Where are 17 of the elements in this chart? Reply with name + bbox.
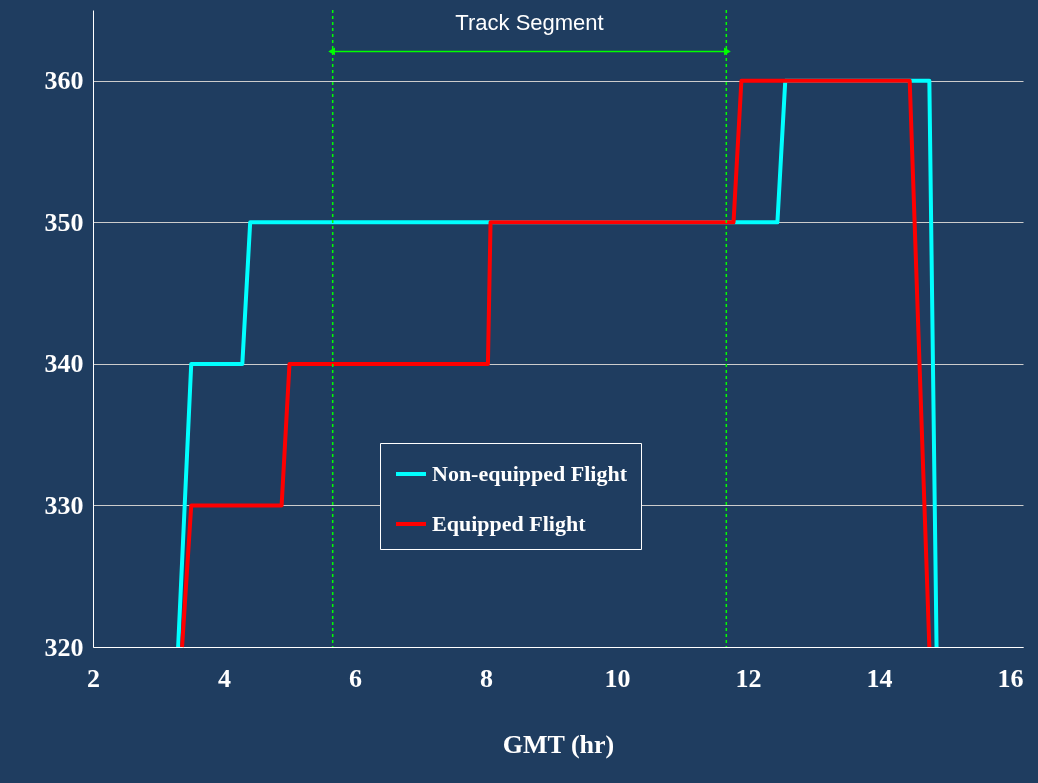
annotation: Track Segment [455, 10, 604, 36]
y-tick-label: 340 [44, 349, 84, 379]
x-tick-label: 10 [604, 663, 631, 693]
y-tick-label: 360 [44, 66, 84, 96]
x-tick-label: 16 [997, 663, 1024, 693]
y-tick-label: 330 [44, 490, 84, 520]
x-tick-label: 12 [735, 663, 762, 693]
legend-label: Equipped Flight [432, 511, 587, 536]
x-tick-label: 6 [348, 663, 362, 693]
x-tick-label: 2 [87, 663, 100, 693]
y-tick-label: 320 [44, 632, 84, 662]
x-tick-label: 4 [217, 663, 231, 693]
x-tick-label: 14 [866, 663, 893, 693]
y-tick-label: 350 [44, 207, 84, 237]
x-axis-title: GMT (hr) [502, 729, 615, 759]
legend-label: Non-equipped Flight [432, 461, 628, 486]
x-tick-label: 8 [479, 663, 493, 693]
